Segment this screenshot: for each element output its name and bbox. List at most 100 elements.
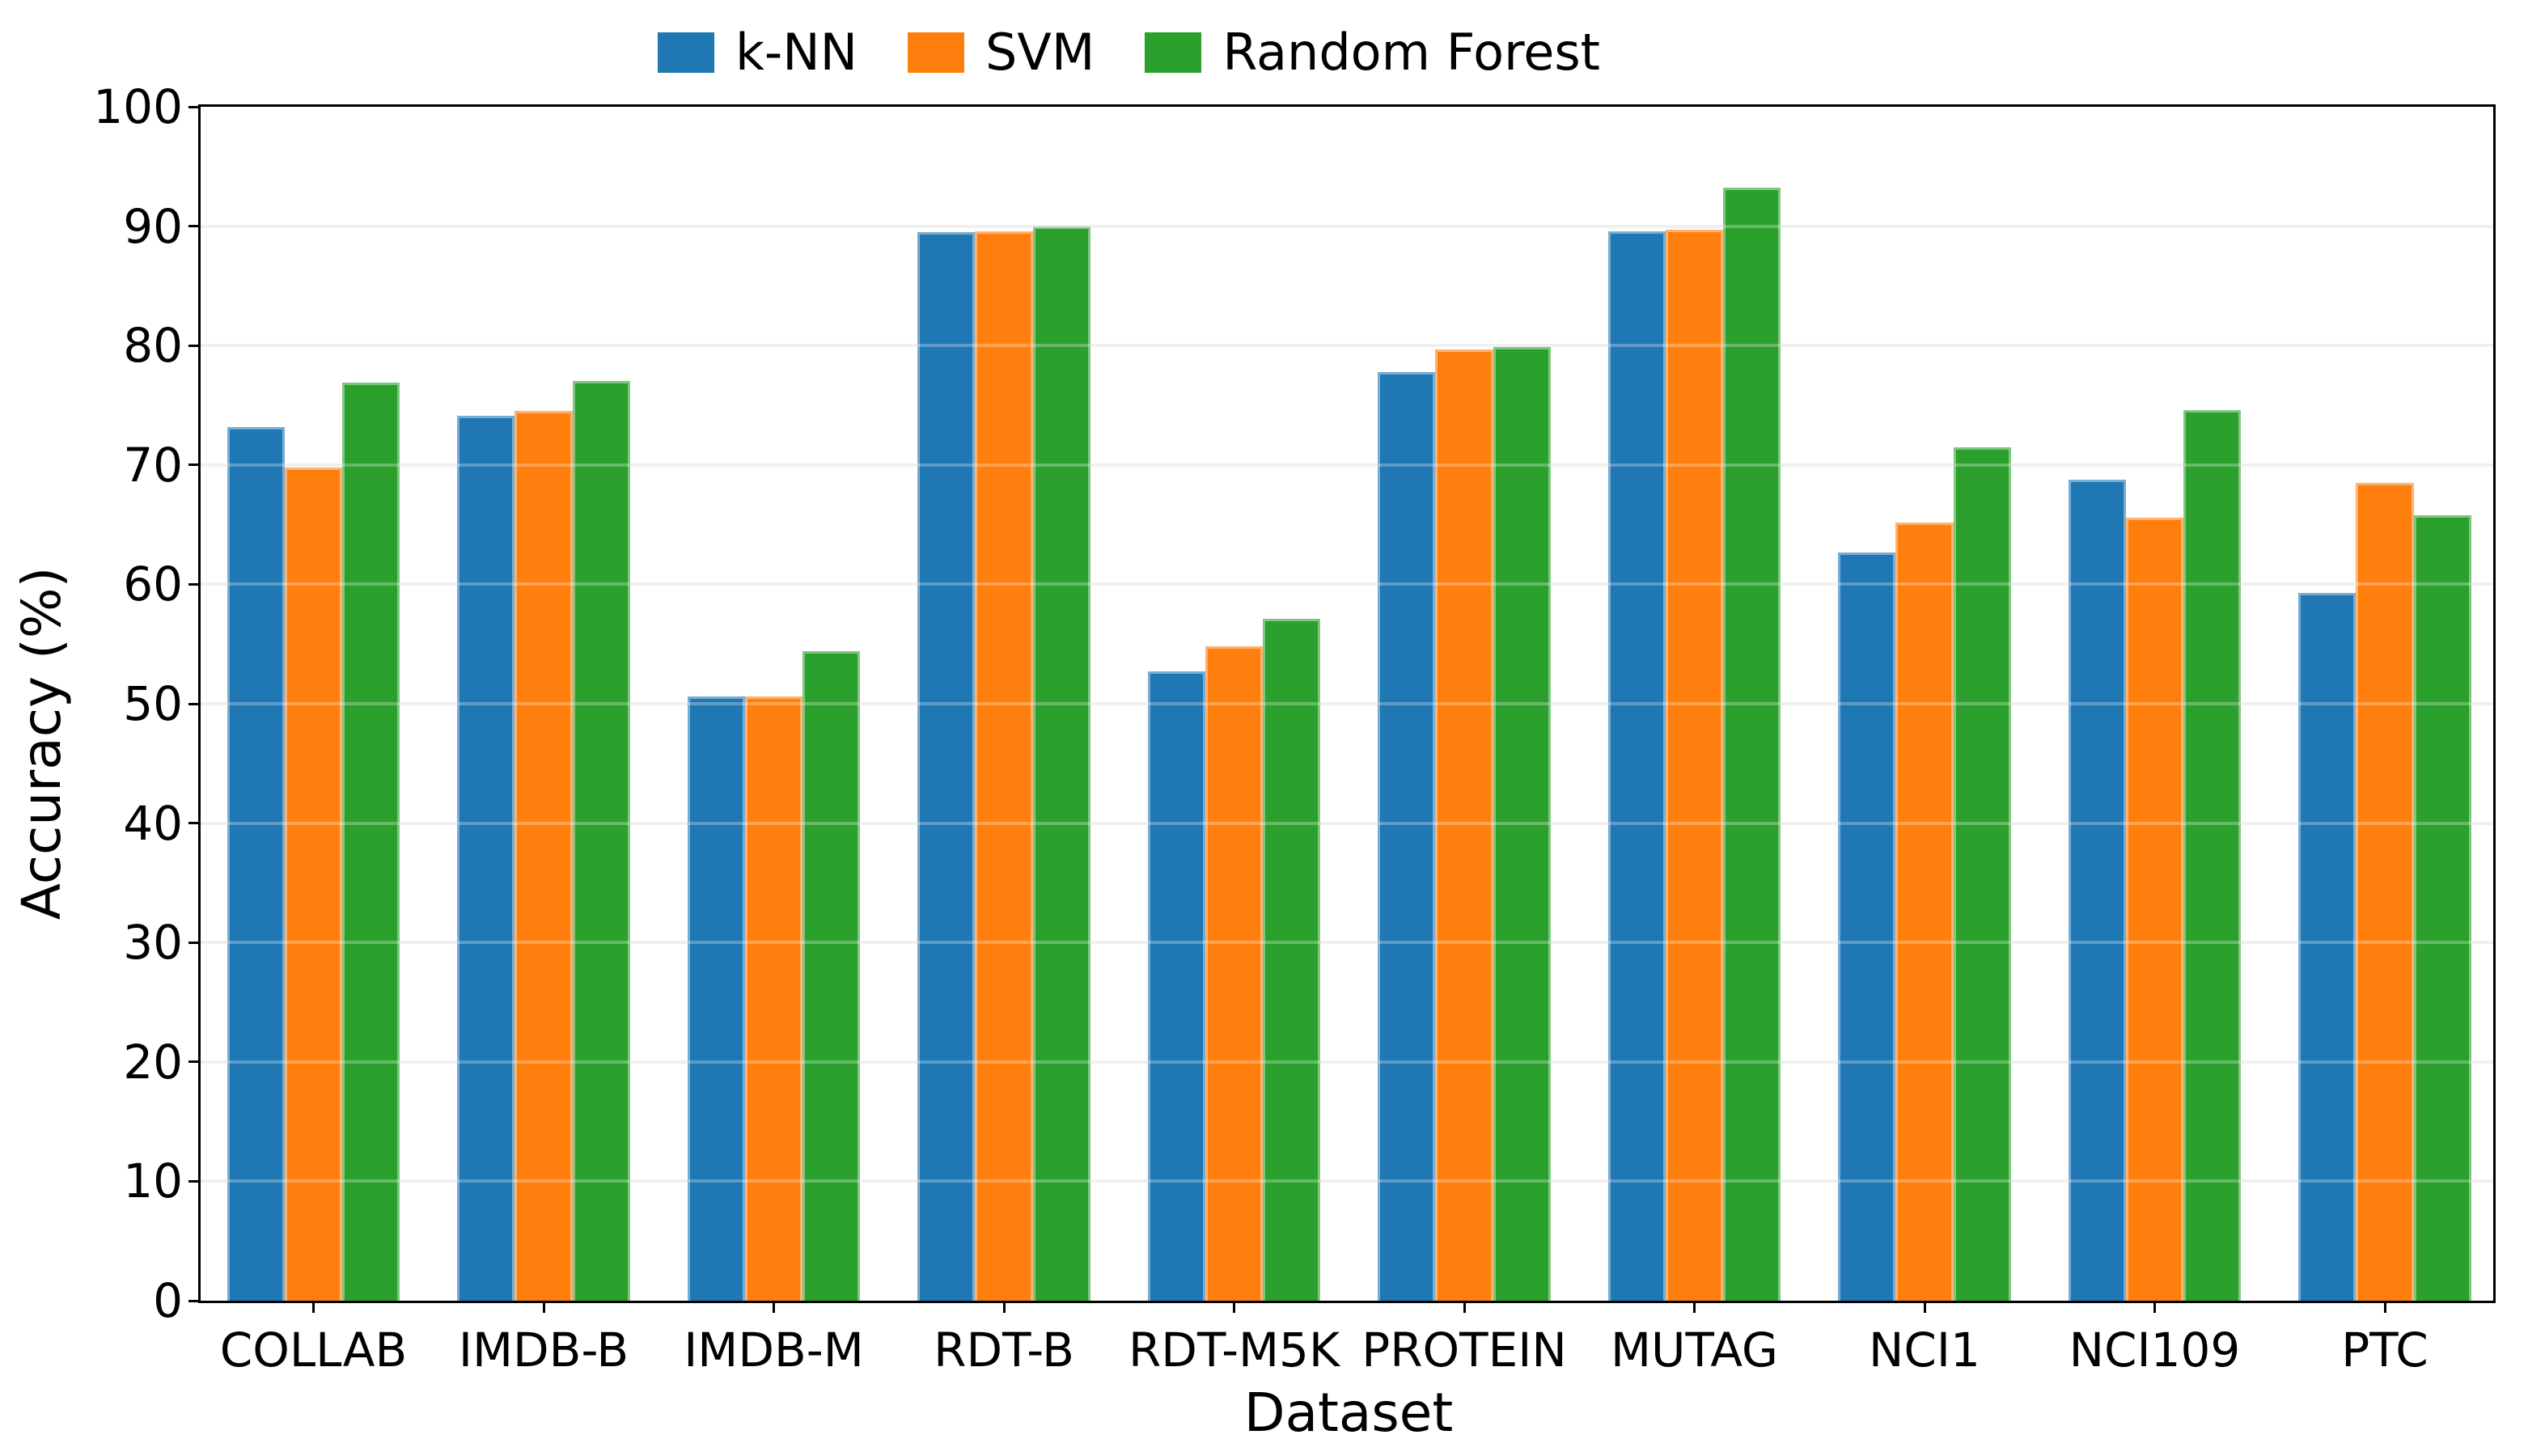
bar-imdb-b-k-nn xyxy=(457,416,515,1301)
x-tick-mark-ptc xyxy=(2383,1301,2386,1313)
gridline-10 xyxy=(201,1179,2493,1183)
gridline-80 xyxy=(201,344,2493,348)
y-tick-label-70: 70 xyxy=(123,437,183,493)
gridline-50 xyxy=(201,702,2493,705)
legend: k-NN SVM Random Forest xyxy=(658,28,1650,78)
bar-mutag-random-forest xyxy=(1723,188,1781,1301)
y-tick-mark-60 xyxy=(188,582,201,586)
bar-imdb-b-svm xyxy=(514,411,573,1301)
bar-imdb-b-random-forest xyxy=(572,381,630,1301)
y-tick-mark-70 xyxy=(188,463,201,467)
x-tick-mark-nci109 xyxy=(2153,1301,2156,1313)
gridline-30 xyxy=(201,941,2493,945)
gridline-overlay-90 xyxy=(201,224,2493,228)
gridline-90 xyxy=(201,224,2493,228)
bar-nci1-random-forest xyxy=(1953,447,2011,1301)
y-tick-mark-80 xyxy=(188,344,201,347)
x-tick-mark-rdt-m5k xyxy=(1233,1301,1235,1313)
bar-nci109-svm xyxy=(2125,517,2184,1301)
gridline-overlay-80 xyxy=(201,344,2493,348)
bar-nci1-k-nn xyxy=(1838,552,1896,1301)
gridline-70 xyxy=(201,463,2493,467)
legend-swatch-svm xyxy=(908,32,965,73)
bar-ptc-random-forest xyxy=(2413,514,2471,1301)
x-tick-label-imdb-b: IMDB-B xyxy=(458,1323,629,1378)
gridline-20 xyxy=(201,1060,2493,1064)
x-tick-label-rdt-m5k: RDT-M5K xyxy=(1128,1323,1340,1378)
bar-ptc-k-nn xyxy=(2298,592,2357,1301)
bar-imdb-m-random-forest xyxy=(802,651,861,1301)
bar-rdt-m5k-random-forest xyxy=(1263,619,1321,1301)
x-tick-mark-nci1 xyxy=(1923,1301,1926,1313)
bar-collab-k-nn xyxy=(227,426,285,1301)
gridline-overlay-40 xyxy=(201,821,2493,825)
x-tick-label-nci109: NCI109 xyxy=(2069,1323,2241,1378)
x-axis-label: Dataset xyxy=(1243,1382,1454,1444)
bar-rdt-b-random-forest xyxy=(1032,226,1090,1301)
bar-collab-svm xyxy=(284,467,343,1301)
x-tick-label-ptc: PTC xyxy=(2341,1323,2428,1378)
legend-entry-k-nn: k-NN xyxy=(658,28,857,78)
y-tick-label-0: 0 xyxy=(153,1273,183,1328)
legend-swatch-k-nn xyxy=(658,32,714,73)
y-tick-label-10: 10 xyxy=(123,1153,183,1209)
x-tick-mark-rdt-b xyxy=(1002,1301,1006,1313)
y-tick-mark-10 xyxy=(188,1179,201,1183)
legend-label-svm: SVM xyxy=(985,23,1095,82)
bar-collab-random-forest xyxy=(342,382,400,1301)
x-tick-label-nci1: NCI1 xyxy=(1869,1323,1980,1378)
bar-nci109-random-forest xyxy=(2183,409,2242,1301)
gridline-overlay-10 xyxy=(201,1179,2493,1183)
y-tick-label-50: 50 xyxy=(123,676,183,731)
y-tick-label-40: 40 xyxy=(123,795,183,851)
gridline-overlay-60 xyxy=(201,582,2493,586)
bar-protein-random-forest xyxy=(1493,346,1551,1301)
y-tick-label-30: 30 xyxy=(123,915,183,971)
legend-entry-svm: SVM xyxy=(908,28,1095,78)
bar-mutag-k-nn xyxy=(1607,231,1666,1301)
x-tick-label-protein: PROTEIN xyxy=(1361,1323,1567,1378)
y-tick-mark-30 xyxy=(188,941,201,944)
x-tick-mark-imdb-b xyxy=(542,1301,545,1313)
y-tick-label-20: 20 xyxy=(123,1034,183,1090)
x-tick-mark-protein xyxy=(1463,1301,1466,1313)
gridline-overlay-30 xyxy=(201,941,2493,945)
bar-rdt-b-k-nn xyxy=(917,231,976,1301)
bar-nci109-k-nn xyxy=(2068,479,2126,1301)
gridline-40 xyxy=(201,821,2493,825)
bar-protein-k-nn xyxy=(1378,371,1436,1301)
bar-rdt-m5k-svm xyxy=(1205,646,1264,1301)
bar-rdt-b-svm xyxy=(975,231,1033,1301)
legend-label-k-nn: k-NN xyxy=(735,23,858,82)
x-tick-label-mutag: MUTAG xyxy=(1610,1323,1779,1378)
y-tick-label-60: 60 xyxy=(123,557,183,612)
gridline-overlay-20 xyxy=(201,1060,2493,1064)
y-tick-mark-50 xyxy=(188,702,201,705)
bar-imdb-m-svm xyxy=(744,696,803,1301)
bar-nci1-svm xyxy=(1895,522,1954,1301)
x-tick-mark-mutag xyxy=(1693,1301,1696,1313)
x-tick-label-collab: COLLAB xyxy=(219,1323,408,1378)
bar-mutag-svm xyxy=(1665,230,1724,1301)
gridline-60 xyxy=(201,582,2493,586)
y-tick-label-100: 100 xyxy=(93,79,183,134)
legend-label-random-forest: Random Forest xyxy=(1222,23,1600,82)
plot-area xyxy=(198,104,2496,1303)
legend-swatch-random-forest xyxy=(1145,32,1202,73)
x-tick-label-imdb-m: IMDB-M xyxy=(684,1323,864,1378)
x-tick-mark-collab xyxy=(312,1301,315,1313)
y-tick-mark-0 xyxy=(188,1299,201,1302)
y-tick-label-80: 80 xyxy=(123,318,183,374)
x-tick-mark-imdb-m xyxy=(773,1301,775,1313)
y-tick-mark-40 xyxy=(188,822,201,825)
y-tick-label-90: 90 xyxy=(123,198,183,254)
bar-imdb-m-k-nn xyxy=(687,696,745,1301)
gridline-overlay-70 xyxy=(201,463,2493,467)
y-tick-mark-20 xyxy=(188,1060,201,1064)
bar-rdt-m5k-k-nn xyxy=(1147,671,1205,1301)
gridline-overlay-50 xyxy=(201,702,2493,705)
legend-entry-random-forest: Random Forest xyxy=(1145,28,1600,78)
bar-protein-svm xyxy=(1435,349,1493,1301)
bar-ptc-svm xyxy=(2356,482,2414,1301)
